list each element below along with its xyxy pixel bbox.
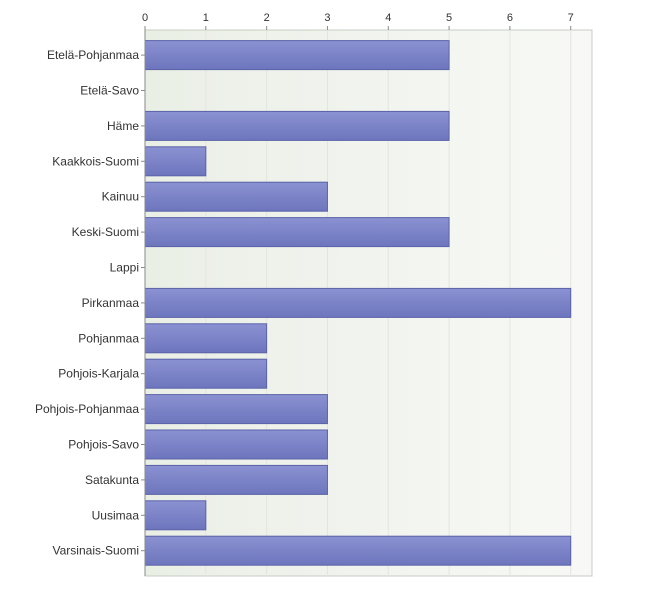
- bars: [144, 40, 572, 566]
- bar: [144, 394, 328, 425]
- x-tick-labels: 0 1 2 3 4 5 6 7: [142, 12, 574, 30]
- category-label: Etelä-Savo: [80, 84, 139, 98]
- x-tick-label: 1: [203, 12, 209, 24]
- category-label: Kainuu: [102, 190, 139, 204]
- category-label: Keski-Suomi: [72, 225, 139, 239]
- x-tick-label: 5: [446, 12, 452, 24]
- category-label: Kaakkois-Suomi: [52, 154, 139, 168]
- bar: [144, 40, 450, 71]
- bar: [144, 535, 572, 566]
- bar: [144, 146, 207, 177]
- category-labels: Etelä-Pohjanmaa Etelä-Savo Häme Kaakkois-Su…: [35, 48, 145, 558]
- category-label: Uusimaa: [92, 508, 140, 522]
- category-label: Satakunta: [85, 473, 139, 487]
- x-tick-label: 7: [568, 12, 574, 24]
- x-tick-label: 6: [507, 12, 513, 24]
- category-label: Pohjois-Karjala: [58, 367, 139, 381]
- category-label: Etelä-Pohjanmaa: [47, 48, 139, 62]
- x-tick-label: 4: [385, 12, 391, 24]
- x-tick-label: 3: [324, 12, 330, 24]
- category-label: Pohjanmaa: [78, 331, 139, 345]
- bar: [144, 500, 207, 531]
- category-label: Varsinais-Suomi: [53, 544, 139, 558]
- category-label: Pohjois-Pohjanmaa: [35, 402, 139, 416]
- bar: [144, 323, 268, 354]
- category-label: Pirkanmaa: [82, 296, 140, 310]
- category-label: Pohjois-Savo: [68, 438, 139, 452]
- bar: [144, 429, 328, 460]
- bar: [144, 464, 328, 495]
- bar: [144, 217, 450, 248]
- x-tick-label: 2: [264, 12, 270, 24]
- category-label: Lappi: [110, 261, 139, 275]
- x-tick-label: 0: [142, 12, 148, 24]
- bar: [144, 181, 328, 212]
- bar: [144, 110, 450, 141]
- bar: [144, 358, 268, 389]
- bar: [144, 287, 572, 318]
- category-label: Häme: [107, 119, 139, 133]
